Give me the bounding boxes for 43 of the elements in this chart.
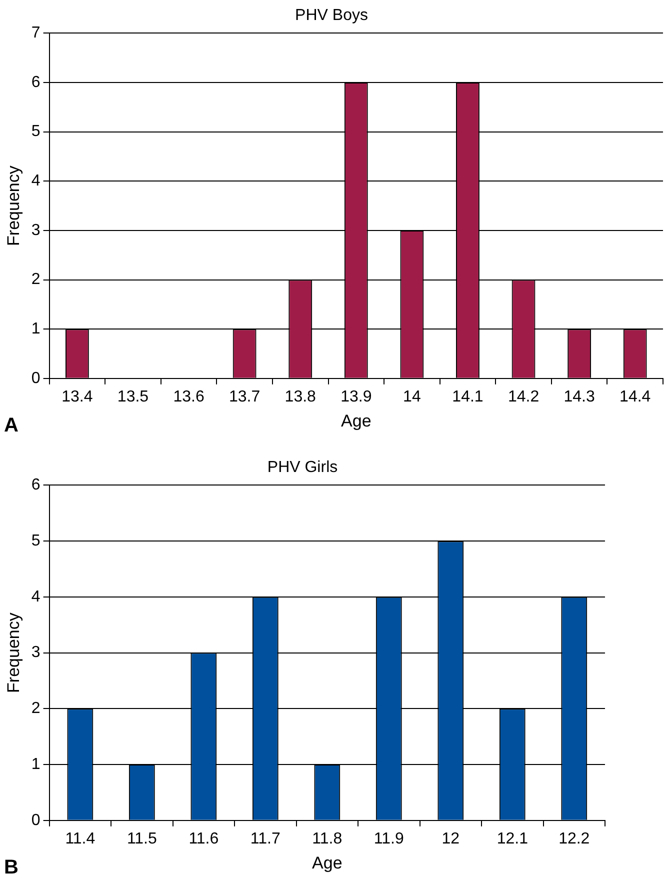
y-tick-label: 5 bbox=[31, 532, 40, 550]
y-tick-label: 2 bbox=[31, 271, 40, 288]
x-axis-title: Age bbox=[341, 411, 372, 430]
x-tick-label: 14.2 bbox=[508, 388, 540, 406]
y-tick-label: 3 bbox=[31, 644, 40, 662]
y-tick-label: 1 bbox=[31, 320, 40, 338]
x-tick-label: 11.4 bbox=[65, 830, 96, 848]
x-tick-label: 11.5 bbox=[126, 830, 157, 848]
x-tick-label: 14 bbox=[403, 388, 421, 406]
y-tick-label: 2 bbox=[31, 700, 40, 718]
y-tick-label: 3 bbox=[31, 222, 40, 239]
x-tick-label: 13.9 bbox=[340, 388, 372, 406]
x-tick-label: 13.7 bbox=[228, 388, 260, 406]
x-tick-label: 11.7 bbox=[250, 830, 280, 848]
y-tick-label: 4 bbox=[31, 172, 40, 190]
x-tick-label: 12.2 bbox=[558, 830, 590, 848]
x-tick-label: 14.1 bbox=[452, 388, 484, 406]
x-axis-title: Age bbox=[312, 853, 342, 872]
y-tick-label: 0 bbox=[31, 812, 40, 829]
x-tick-label: 12.1 bbox=[496, 830, 528, 848]
x-tick-label: 12 bbox=[442, 830, 460, 848]
text: B bbox=[4, 856, 18, 879]
x-tick-label: 13.6 bbox=[173, 388, 204, 406]
x-tick-label: 13.4 bbox=[62, 388, 93, 406]
x-tick-label: 14.4 bbox=[620, 388, 651, 406]
x-tick-label: 11.9 bbox=[374, 830, 404, 848]
y-tick-label: 1 bbox=[31, 756, 40, 773]
y-axis-title: Frequency bbox=[4, 165, 23, 246]
x-tick-label: 13.5 bbox=[117, 388, 149, 406]
y-tick-label: 7 bbox=[31, 24, 40, 42]
chart-title: PHV Boys bbox=[295, 7, 368, 24]
y-axis-title: Frequency bbox=[4, 612, 23, 693]
text: A bbox=[4, 414, 18, 437]
y-tick-label: 0 bbox=[31, 370, 40, 387]
y-tick-label: 6 bbox=[31, 476, 40, 494]
x-tick-label: 13.8 bbox=[284, 388, 316, 406]
y-tick-label: 6 bbox=[31, 74, 40, 91]
chart-title: PHV Girls bbox=[267, 459, 338, 476]
y-tick-label: 5 bbox=[31, 123, 40, 140]
x-tick-label: 11.6 bbox=[188, 830, 219, 848]
x-tick-label: 14.3 bbox=[564, 388, 595, 406]
x-tick-label: 11.8 bbox=[312, 830, 342, 848]
y-tick-label: 4 bbox=[31, 588, 40, 606]
